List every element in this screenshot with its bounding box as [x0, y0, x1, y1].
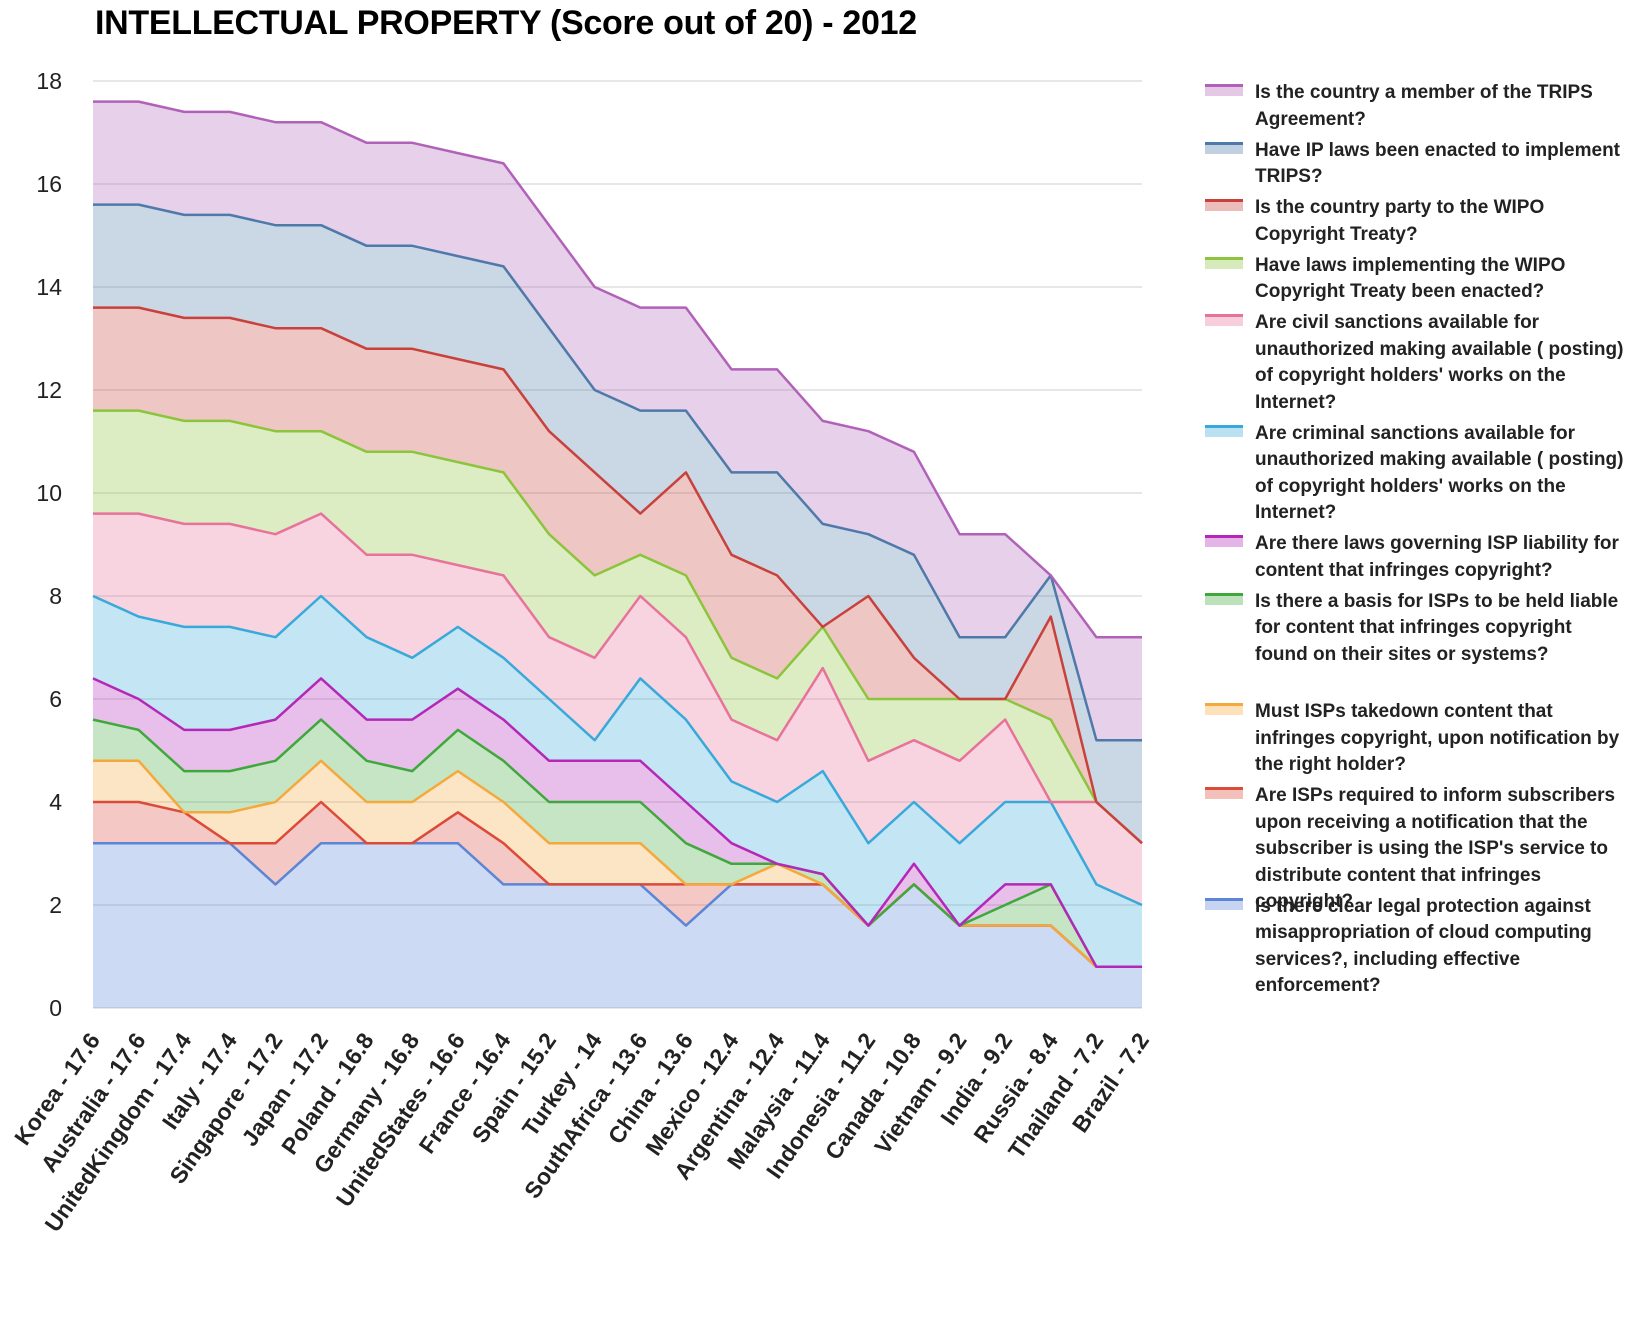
series-line-11: [93, 100, 1142, 639]
series-areas: [93, 101, 1142, 1008]
y-tick-label: 2: [49, 892, 62, 918]
series-area-8: [93, 410, 1142, 844]
legend-label: Is there a basis for ISPs to be held lia…: [1255, 590, 1619, 665]
series-area-6: [93, 596, 1142, 967]
legend-label: Must ISPs takedown content that infringe…: [1255, 701, 1620, 775]
legend-label: Have laws implementing the WIPO Copyrigh…: [1255, 254, 1566, 303]
series-area-10: [93, 204, 1142, 844]
legend-swatch: [1205, 592, 1243, 605]
series-area-3: [93, 760, 1142, 967]
y-tick-label: 6: [49, 686, 62, 712]
legend-swatch: [1205, 256, 1243, 269]
series-line-5: [92, 677, 1142, 969]
legend-label: Have IP laws been enacted to implement T…: [1255, 139, 1620, 188]
series-line-6: [92, 594, 1143, 907]
series-line-10: [93, 203, 1142, 742]
y-axis-ticks: 0 2 4 6 8 10 12 14 16 18: [36, 68, 62, 1021]
series-line-9: [93, 306, 1143, 845]
y-tick-label: 8: [49, 583, 62, 609]
y-tick-label: 18: [36, 68, 62, 94]
series-lines: [92, 100, 1143, 969]
y-tick-label: 12: [36, 377, 62, 403]
y-tick-label: 16: [36, 171, 62, 197]
legend-label: Are criminal sanctions available for una…: [1255, 422, 1624, 524]
legend-swatch: [1205, 314, 1243, 326]
legend-swatch: [1205, 84, 1243, 96]
legend-swatch: [1205, 141, 1243, 154]
series-area-11: [93, 101, 1142, 741]
legend-label: Is there clear legal protection against …: [1255, 895, 1592, 997]
legend-swatch: [1205, 703, 1243, 715]
series-line-7: [93, 512, 1143, 845]
legend-swatch: [1205, 535, 1243, 547]
series-line-4: [92, 718, 1142, 969]
y-tick-label: 14: [36, 274, 62, 300]
chart-title: INTELLECTUAL PROPERTY (Score out of 20) …: [95, 4, 917, 42]
series-line-3: [93, 759, 1142, 969]
legend-label: Is the country party to the WIPO Copyrig…: [1255, 197, 1545, 245]
legend-label: Are ISPs required to inform subscribers …: [1255, 785, 1616, 912]
legend-swatch: [1205, 787, 1243, 799]
legend-swatch: [1205, 424, 1243, 437]
series-area-9: [93, 307, 1142, 844]
legend-swatch: [1205, 897, 1243, 910]
legend-label: Are there laws governing ISP liability f…: [1255, 533, 1619, 581]
legend-swatch: [1205, 199, 1243, 211]
y-tick-label: 4: [49, 789, 62, 815]
legend-label: Is the country a member of the TRIPS Agr…: [1255, 82, 1593, 130]
y-tick-label: 10: [36, 480, 62, 506]
legend-label: Are civil sanctions available for unauth…: [1255, 312, 1624, 413]
y-tick-label: 0: [49, 995, 62, 1021]
series-area-1: [93, 843, 1142, 1008]
